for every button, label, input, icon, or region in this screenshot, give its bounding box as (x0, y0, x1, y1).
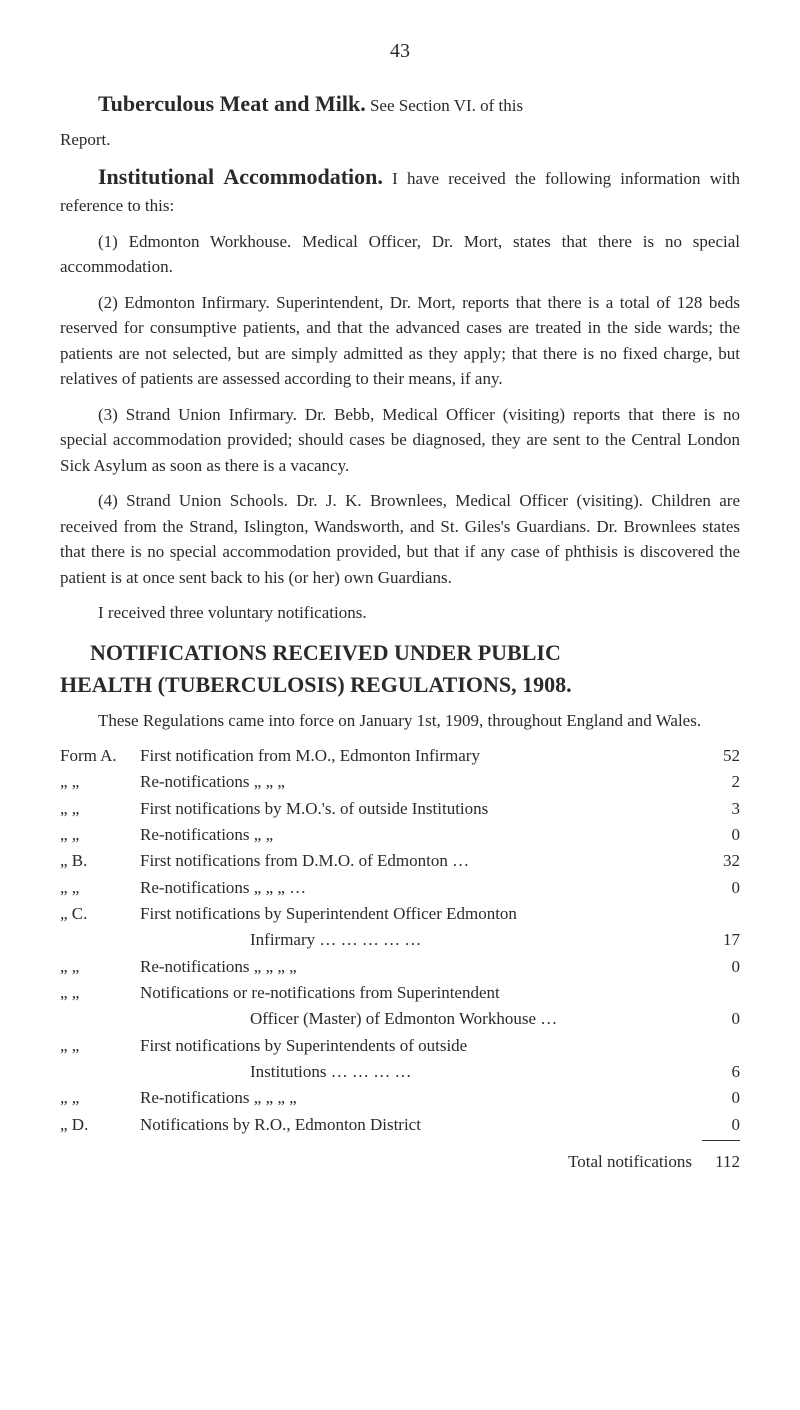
row-value: 0 (706, 1112, 740, 1138)
page-number: 43 (60, 40, 740, 63)
total-value: 112 (706, 1149, 740, 1175)
row-label: „ C. (60, 901, 140, 927)
row-text: Notifications or re-notifications from S… (140, 980, 706, 1006)
table-row: Form A.First notification from M.O., Edm… (60, 743, 740, 769)
row-text: Re-notifications „ „ „ „ (140, 954, 706, 980)
row-value: 17 (706, 927, 740, 953)
total-label: Total notifications (60, 1149, 706, 1175)
paragraph-item-3: (3) Strand Union Infirmary. Dr. Bebb, Me… (60, 402, 740, 479)
table-row: „ B.First notifications from D.M.O. of E… (60, 848, 740, 874)
table-row: „ „Re-notifications „ „ „ „0 (60, 1085, 740, 1111)
row-text: Re-notifications „ „ „ „ (140, 1085, 706, 1111)
row-text: Re-notifications „ „ „ (140, 769, 706, 795)
document-page: 43 Tuberculous Meat and Milk. See Sectio… (0, 0, 800, 1216)
row-label: „ „ (60, 769, 140, 795)
table-row: „ „Re-notifications „ „ „ „0 (60, 954, 740, 980)
row-value: 6 (706, 1059, 740, 1085)
row-label: „ „ (60, 1033, 140, 1059)
table-row: „ „Re-notifications „ „ „2 (60, 769, 740, 795)
row-value: 0 (706, 1006, 740, 1032)
row-value: 2 (706, 769, 740, 795)
row-value: 3 (706, 796, 740, 822)
paragraph-voluntary: I received three voluntary notifications… (60, 600, 740, 626)
row-text: First notifications by M.O.'s. of outsid… (140, 796, 706, 822)
table-row: „ „Re-notifications „ „0 (60, 822, 740, 848)
row-value: 0 (706, 954, 740, 980)
table-row: „ C.First notifications by Superintenden… (60, 901, 740, 927)
row-value: 0 (706, 875, 740, 901)
heading-notifications-1: NOTIFICATIONS RECEIVED UNDER PUBLIC (60, 640, 740, 666)
row-text: First notifications by Superintendent Of… (140, 901, 706, 927)
row-text: First notifications from D.M.O. of Edmon… (140, 848, 706, 874)
table-row: „ „First notifications by Superintendent… (60, 1033, 740, 1059)
table-row: „ D.Notifications by R.O., Edmonton Dist… (60, 1112, 740, 1138)
row-text: First notification from M.O., Edmonton I… (140, 743, 706, 769)
row-label: „ „ (60, 1085, 140, 1111)
paragraph-tuberculous: Tuberculous Meat and Milk. See Section V… (60, 87, 740, 120)
paragraph-item-4: (4) Strand Union Schools. Dr. J. K. Brow… (60, 488, 740, 590)
table-row: „ „Notifications or re-notifications fro… (60, 980, 740, 1006)
section-head-tuberculous: Tuberculous Meat and Milk. (98, 91, 366, 116)
table-row: Institutions … … … …6 (60, 1059, 740, 1085)
notifications-table: Form A.First notification from M.O., Edm… (60, 743, 740, 1138)
table-row: Infirmary … … … … …17 (60, 927, 740, 953)
row-text: Infirmary … … … … … (140, 927, 706, 953)
row-label: „ „ (60, 796, 140, 822)
row-label: „ B. (60, 848, 140, 874)
row-value: 52 (706, 743, 740, 769)
section-rest-tuberculous: See Section VI. of this (366, 96, 523, 115)
row-value: 0 (706, 822, 740, 848)
heading-notifications-2: HEALTH (TUBERCULOSIS) REGULATIONS, 1908. (60, 672, 740, 698)
row-label: „ „ (60, 980, 140, 1006)
paragraph-institutional: Institutional Accommodation. I have rece… (60, 160, 740, 219)
row-value: 32 (706, 848, 740, 874)
row-text: Officer (Master) of Edmonton Workhouse … (140, 1006, 706, 1032)
paragraph-item-2: (2) Edmonton Infirmary. Superintendent, … (60, 290, 740, 392)
row-label: „ „ (60, 954, 140, 980)
table-row: „ „Re-notifications „ „ „ …0 (60, 875, 740, 901)
paragraph-regulations: These Regulations came into force on Jan… (60, 708, 740, 734)
row-label: Form A. (60, 743, 140, 769)
row-text: Re-notifications „ „ „ … (140, 875, 706, 901)
table-row: Officer (Master) of Edmonton Workhouse …… (60, 1006, 740, 1032)
paragraph-item-1: (1) Edmonton Workhouse. Medical Officer,… (60, 229, 740, 280)
row-label: „ „ (60, 822, 140, 848)
row-label: „ D. (60, 1112, 140, 1138)
row-value: 0 (706, 1085, 740, 1111)
total-rule (702, 1140, 740, 1141)
row-text: Re-notifications „ „ (140, 822, 706, 848)
row-text: Notifications by R.O., Edmonton District (140, 1112, 706, 1138)
row-label: „ „ (60, 875, 140, 901)
table-row: „ „First notifications by M.O.'s. of out… (60, 796, 740, 822)
row-text: Institutions … … … … (140, 1059, 706, 1085)
row-text: First notifications by Superintendents o… (140, 1033, 706, 1059)
section-head-institutional: Institutional Accommodation. (98, 164, 383, 189)
total-line: Total notifications 112 (60, 1149, 740, 1175)
report-label: Report. (60, 130, 740, 150)
